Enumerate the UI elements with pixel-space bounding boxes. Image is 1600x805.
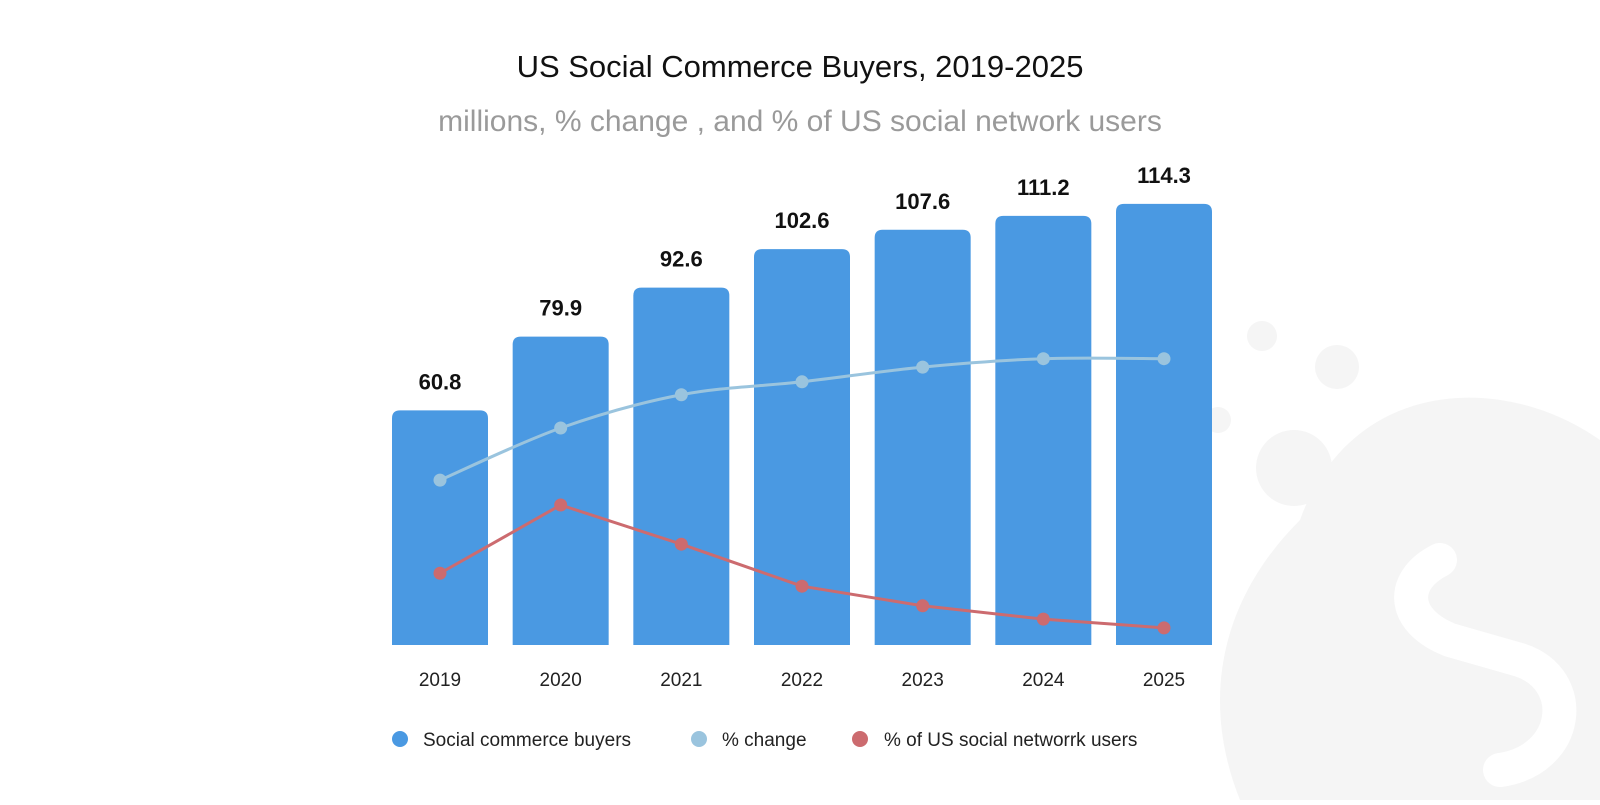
bar-value-label-2020: 79.9 [539,296,582,321]
bar-2019 [392,410,488,645]
legend-marker-percent-change [691,731,707,747]
legend-marker-social-commerce-buyers [392,731,408,747]
point-percent-social-network-users-2023 [916,599,930,613]
legend-label-social-commerce-buyers: Social commerce buyers [423,730,631,751]
bar-value-label-2025: 114.3 [1137,163,1191,188]
legend: Social commerce buyers % change % of US … [392,730,1137,751]
bar-value-label-2023: 107.6 [895,189,950,214]
chart-title: US Social Commerce Buyers, 2019-2025 [517,49,1084,84]
point-percent-change-2021 [674,388,688,402]
point-percent-change-2022 [795,375,809,389]
point-percent-social-network-users-2020 [554,498,568,512]
bar-2025 [1116,203,1212,645]
legend-label-percent-change: % change [722,730,807,751]
point-percent-change-2024 [1036,352,1050,366]
point-percent-change-2025 [1157,352,1171,366]
legend-marker-percent-social-network-users [852,731,868,747]
x-axis-tick-labels: 2019 2020 2021 2022 2023 2024 2025 [419,670,1185,691]
bar-2024 [995,215,1092,645]
point-percent-social-network-users-2019 [433,566,447,580]
bar-2021 [633,287,730,645]
bar-2020 [512,336,609,645]
point-percent-social-network-users-2024 [1036,612,1050,626]
bar-2022 [754,249,850,646]
x-tick-label-2019: 2019 [419,670,461,691]
point-percent-social-network-users-2022 [795,579,809,593]
point-percent-social-network-users-2021 [674,537,688,551]
legend-label-percent-social-network-users: % of US social networrk users [884,730,1137,751]
x-tick-label-2023: 2023 [902,670,944,691]
x-tick-label-2020: 2020 [540,670,582,691]
x-tick-label-2022: 2022 [781,670,823,691]
x-tick-label-2024: 2024 [1022,670,1065,691]
bar-value-labels: 60.8 79.9 92.6 102.6 107.6 111.2 114.3 [419,163,1191,394]
chart-subtitle: millions, % change , and % of US social … [438,105,1162,138]
bar-value-label-2022: 102.6 [774,208,829,233]
bar-value-label-2024: 111.2 [1017,175,1070,200]
bar-group [392,203,1212,646]
watermark-logo [1205,321,1600,800]
point-percent-social-network-users-2025 [1157,621,1171,635]
x-tick-label-2025: 2025 [1143,670,1185,691]
bar-value-label-2021: 92.6 [660,247,703,272]
point-percent-change-2019 [433,473,447,487]
point-percent-change-2020 [554,421,568,435]
bar-value-label-2019: 60.8 [419,369,462,394]
line-series-group [433,352,1171,635]
x-tick-label-2021: 2021 [660,670,702,691]
point-percent-change-2023 [916,360,930,374]
bar-2023 [874,229,971,645]
